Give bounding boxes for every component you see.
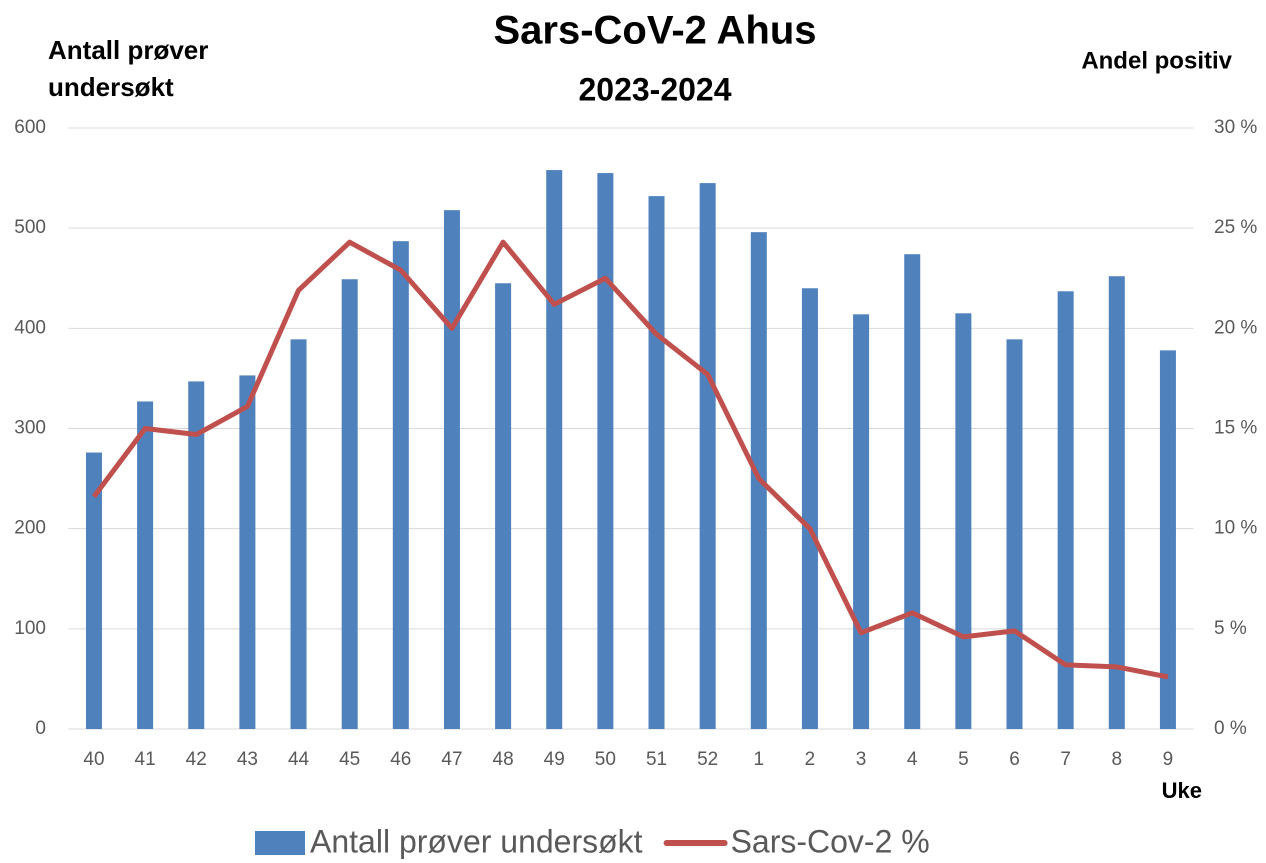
bar — [290, 339, 307, 729]
x-tick-label: 44 — [288, 749, 310, 770]
x-tick-label: 50 — [595, 749, 616, 770]
x-tick-label: 1 — [754, 749, 765, 770]
y-tick-label: 100 — [14, 618, 46, 639]
y-tick-label: 500 — [14, 217, 46, 238]
y2-tick-label: 0 % — [1214, 718, 1247, 739]
x-tick-label: 3 — [856, 749, 867, 770]
x-tick-label: 41 — [135, 749, 156, 770]
x-axis-label: Uke — [1162, 778, 1202, 803]
bar — [1057, 291, 1074, 729]
bar — [239, 375, 256, 729]
bar — [137, 401, 154, 729]
x-tick-label: 6 — [1009, 749, 1020, 770]
bar — [392, 241, 409, 729]
y2-tick-label: 10 % — [1214, 518, 1257, 539]
x-tick-label: 9 — [1163, 749, 1174, 770]
x-tick-label: 47 — [441, 749, 462, 770]
y2-tick-label: 30 % — [1214, 117, 1257, 138]
y2-tick-label: 5 % — [1214, 618, 1247, 639]
bar — [341, 279, 358, 729]
y-tick-label: 200 — [14, 518, 46, 539]
bar — [801, 288, 818, 729]
y2-tick-label: 25 % — [1214, 217, 1257, 238]
y-tick-label: 400 — [14, 317, 46, 338]
y-axis-label: Antall prøver undersøkt — [48, 35, 209, 102]
legend-label: Antall prøver undersøkt — [310, 823, 643, 859]
bar — [443, 210, 460, 730]
bar — [546, 170, 563, 729]
x-tick-label: 46 — [390, 749, 411, 770]
chart-subtitle: 2023-2024 — [578, 71, 731, 107]
bar — [1108, 276, 1125, 729]
bar — [188, 381, 205, 729]
x-tick-label: 7 — [1060, 749, 1071, 770]
x-tick-label: 52 — [697, 749, 718, 770]
legend-label: Sars-Cov-2 % — [731, 823, 930, 859]
bar — [85, 452, 102, 729]
y-tick-label: 600 — [14, 117, 46, 138]
x-tick-label: 43 — [237, 749, 258, 770]
bar — [597, 173, 614, 729]
bar — [1006, 339, 1023, 729]
y2-tick-label: 20 % — [1214, 317, 1257, 338]
x-tick-label: 45 — [339, 749, 360, 770]
x-tick-label: 49 — [544, 749, 565, 770]
bar — [699, 183, 716, 729]
x-tick-label: 4 — [907, 749, 918, 770]
x-tick-label: 40 — [83, 749, 104, 770]
legend-swatch — [255, 831, 305, 855]
x-tick-label: 51 — [646, 749, 667, 770]
bar — [904, 254, 921, 729]
y-tick-label: 0 — [35, 718, 46, 739]
bar — [648, 196, 665, 729]
x-tick-label: 5 — [958, 749, 969, 770]
chart-title: Sars-CoV-2 Ahus — [493, 9, 816, 53]
bar — [955, 313, 972, 729]
bar — [853, 314, 870, 729]
bar — [495, 283, 512, 729]
x-tick-label: 48 — [493, 749, 514, 770]
y2-tick-label: 15 % — [1214, 418, 1257, 439]
y2-axis-label: Andel positiv — [1081, 47, 1232, 74]
y-tick-label: 300 — [14, 418, 46, 439]
line — [91, 239, 1169, 680]
bar — [1159, 350, 1176, 729]
x-tick-label: 8 — [1111, 749, 1122, 770]
x-tick-label: 42 — [186, 749, 207, 770]
x-tick-label: 2 — [805, 749, 816, 770]
